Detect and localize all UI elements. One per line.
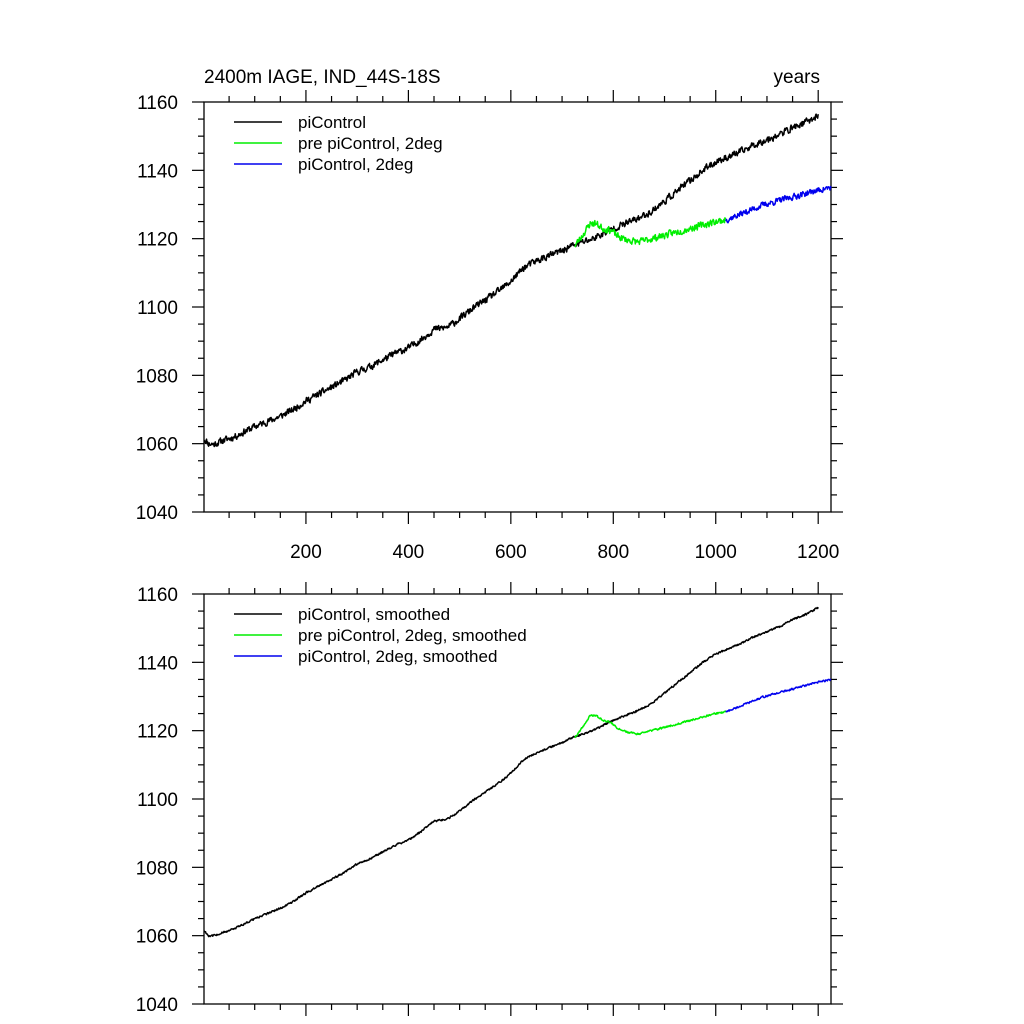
- legend-label: piControl, 2deg, smoothed: [298, 647, 497, 666]
- y-tick-label: 1160: [137, 93, 178, 114]
- y-tick-label: 1060: [136, 435, 178, 456]
- x-tick-label: 600: [495, 542, 527, 563]
- top-panel: 1040 1060 1080 1100 1120 1140 1160 200 400 600 800…: [136, 90, 843, 563]
- y-tick-label: 1140: [137, 653, 178, 674]
- y-tick-label: 1100: [137, 298, 178, 319]
- y-tick-label: 1080: [136, 858, 178, 879]
- x-units-label: years: [774, 67, 820, 88]
- y-tick-label: 1120: [137, 230, 178, 251]
- y-tick-label: 1080: [136, 366, 178, 387]
- y-tick-label: 1040: [136, 995, 178, 1016]
- series-line: [574, 217, 727, 248]
- legend-label: piControl, 2deg: [298, 155, 413, 174]
- y-tick-label: 1120: [137, 722, 178, 743]
- x-tick-label: 1200: [797, 542, 839, 563]
- y-tick-label: 1140: [137, 161, 178, 182]
- y-tick-label: 1160: [137, 585, 178, 606]
- series-line: [203, 606, 819, 938]
- chart-title: 2400m IAGE, IND_44S-18S: [204, 67, 441, 88]
- y-tick-label: 1060: [136, 927, 178, 948]
- y-tick-label: 1040: [136, 503, 178, 524]
- legend-label: pre piControl, 2deg: [298, 134, 443, 153]
- series-line: [574, 710, 727, 739]
- legend-label: pre piControl, 2deg, smoothed: [298, 626, 527, 645]
- legend-label: piControl, smoothed: [298, 605, 450, 624]
- series-line: [725, 678, 832, 713]
- x-tick-label: 400: [393, 542, 425, 563]
- y-tick-label: 1100: [137, 790, 178, 811]
- series-line: [725, 185, 832, 224]
- bottom-panel: 1040 1060 1080 1100 1120 1140 1160 piControl, s…: [136, 582, 843, 1016]
- legend-label: piControl: [298, 113, 366, 132]
- x-tick-label: 800: [597, 542, 629, 563]
- x-tick-label: 200: [290, 542, 322, 563]
- series-line: [203, 113, 819, 448]
- x-tick-label: 1000: [695, 542, 737, 563]
